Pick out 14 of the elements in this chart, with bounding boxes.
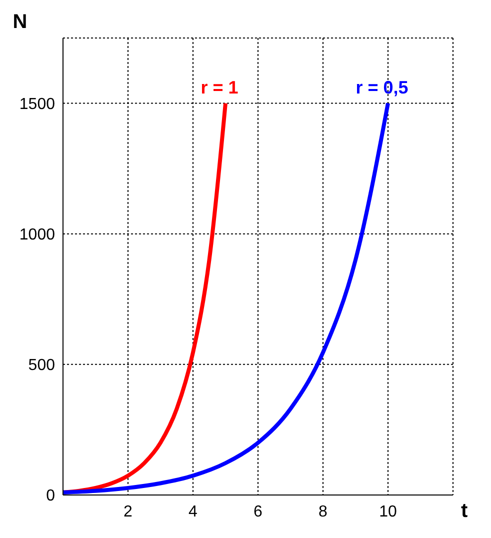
x-tick-label: 4 <box>188 503 198 520</box>
x-tick-label: 8 <box>318 503 328 520</box>
y-tick-label: 1500 <box>19 96 56 113</box>
x-tick-label: 2 <box>124 503 133 520</box>
y-tick-label: 1000 <box>19 226 56 244</box>
x-axis-title: t <box>461 500 468 522</box>
x-tick-label: 10 <box>379 503 397 520</box>
series-label: r = 1 <box>200 77 238 98</box>
line-series <box>63 101 390 494</box>
series-label: r = 0,5 <box>356 77 408 98</box>
x-tick-label: 6 <box>254 503 263 520</box>
y-axis-title: N <box>12 11 28 33</box>
y-tick-label: 500 <box>28 357 56 374</box>
y-tick-label: 0 <box>46 488 56 505</box>
